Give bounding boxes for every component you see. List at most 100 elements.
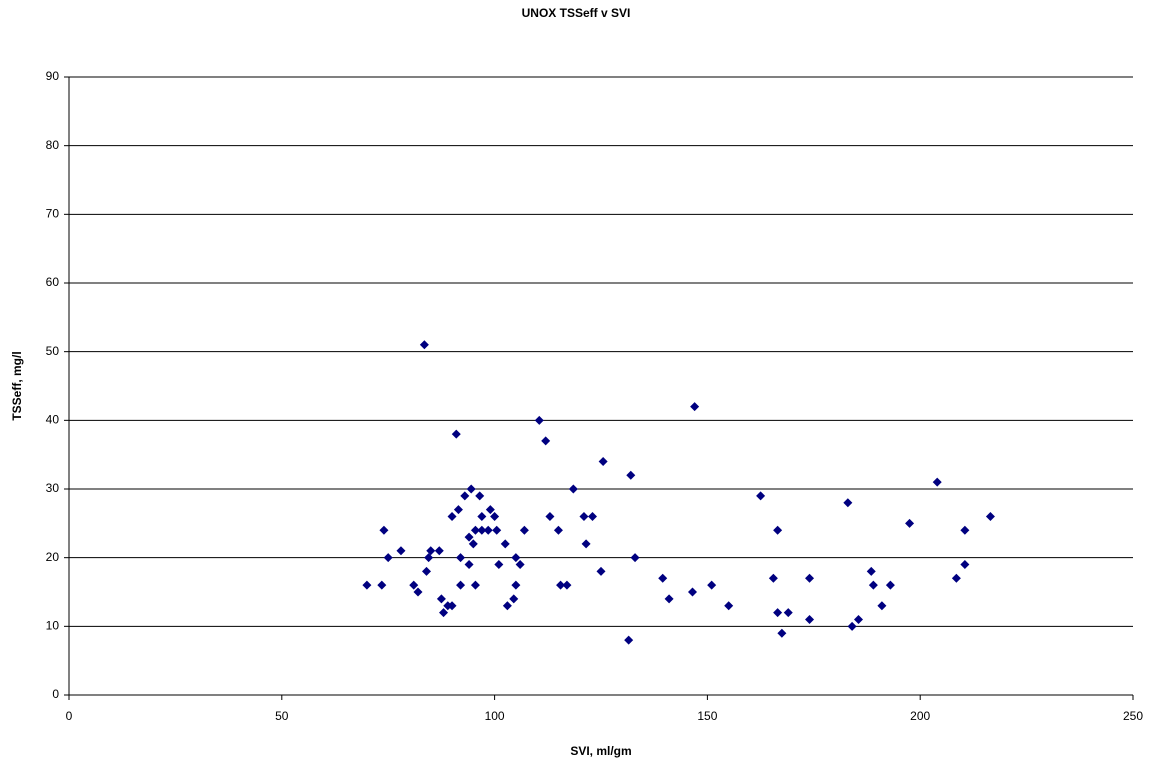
- y-tick-label: 30: [46, 481, 60, 495]
- point: [626, 470, 636, 480]
- point: [468, 539, 478, 549]
- point: [553, 525, 563, 535]
- point: [960, 560, 970, 570]
- point: [434, 546, 444, 556]
- point: [477, 511, 487, 521]
- point: [422, 566, 432, 576]
- point: [419, 340, 429, 350]
- point: [664, 594, 674, 604]
- point: [483, 525, 493, 535]
- point: [951, 573, 961, 583]
- point: [470, 580, 480, 590]
- point: [707, 580, 717, 590]
- y-tick-label: 10: [46, 619, 60, 633]
- point: [534, 415, 544, 425]
- y-tick-label: 40: [46, 413, 60, 427]
- point: [515, 560, 525, 570]
- point: [773, 608, 783, 618]
- point: [960, 525, 970, 535]
- point: [556, 580, 566, 590]
- point: [362, 580, 372, 590]
- point: [624, 635, 634, 645]
- point: [511, 580, 521, 590]
- y-tick-label: 80: [46, 138, 60, 152]
- point: [905, 518, 915, 528]
- point: [464, 532, 474, 542]
- point: [436, 594, 446, 604]
- y-tick-label: 20: [46, 550, 60, 564]
- y-tick-label: 60: [46, 275, 60, 289]
- point: [545, 511, 555, 521]
- point: [456, 553, 466, 563]
- point: [424, 553, 434, 563]
- chart-title: UNOX TSSeff v SVI: [522, 6, 631, 20]
- point: [494, 560, 504, 570]
- x-tick-label: 200: [910, 709, 930, 723]
- point: [396, 546, 406, 556]
- point: [500, 539, 510, 549]
- x-axis-label: SVI, ml/gm: [570, 744, 631, 758]
- point: [464, 560, 474, 570]
- point: [377, 580, 387, 590]
- point: [847, 621, 857, 631]
- point: [470, 525, 480, 535]
- point: [756, 491, 766, 501]
- point: [658, 573, 668, 583]
- point: [581, 539, 591, 549]
- point: [490, 511, 500, 521]
- point: [460, 491, 470, 501]
- point: [805, 573, 815, 583]
- point: [451, 429, 461, 439]
- point: [466, 484, 476, 494]
- point: [724, 601, 734, 611]
- point: [475, 491, 485, 501]
- point: [383, 553, 393, 563]
- point: [519, 525, 529, 535]
- y-tick-label: 70: [46, 207, 60, 221]
- point: [456, 580, 466, 590]
- point: [379, 525, 389, 535]
- point: [783, 608, 793, 618]
- point: [511, 553, 521, 563]
- point: [579, 511, 589, 521]
- point: [439, 608, 449, 618]
- x-tick-label: 100: [485, 709, 505, 723]
- point: [985, 511, 995, 521]
- point: [502, 601, 512, 611]
- point: [541, 436, 551, 446]
- point: [453, 505, 463, 515]
- point: [630, 553, 640, 563]
- point: [805, 614, 815, 624]
- point: [485, 505, 495, 515]
- point: [868, 580, 878, 590]
- y-tick-label: 90: [46, 69, 60, 83]
- point: [409, 580, 419, 590]
- x-tick-label: 50: [275, 709, 289, 723]
- y-tick-label: 0: [52, 687, 59, 701]
- point: [932, 477, 942, 487]
- point: [773, 525, 783, 535]
- point: [877, 601, 887, 611]
- point: [568, 484, 578, 494]
- point: [843, 498, 853, 508]
- point: [562, 580, 572, 590]
- point: [492, 525, 502, 535]
- x-tick-label: 0: [66, 709, 73, 723]
- y-tick-label: 50: [46, 344, 60, 358]
- y-axis-label: TSSeff, mg/l: [10, 351, 24, 420]
- point: [587, 511, 597, 521]
- point: [413, 587, 423, 597]
- x-tick-label: 150: [697, 709, 717, 723]
- point: [688, 587, 698, 597]
- point: [690, 402, 700, 412]
- point: [866, 566, 876, 576]
- point: [447, 511, 457, 521]
- point: [509, 594, 519, 604]
- point: [477, 525, 487, 535]
- point: [447, 601, 457, 611]
- point: [596, 566, 606, 576]
- point: [426, 546, 436, 556]
- point: [768, 573, 778, 583]
- point: [777, 628, 787, 638]
